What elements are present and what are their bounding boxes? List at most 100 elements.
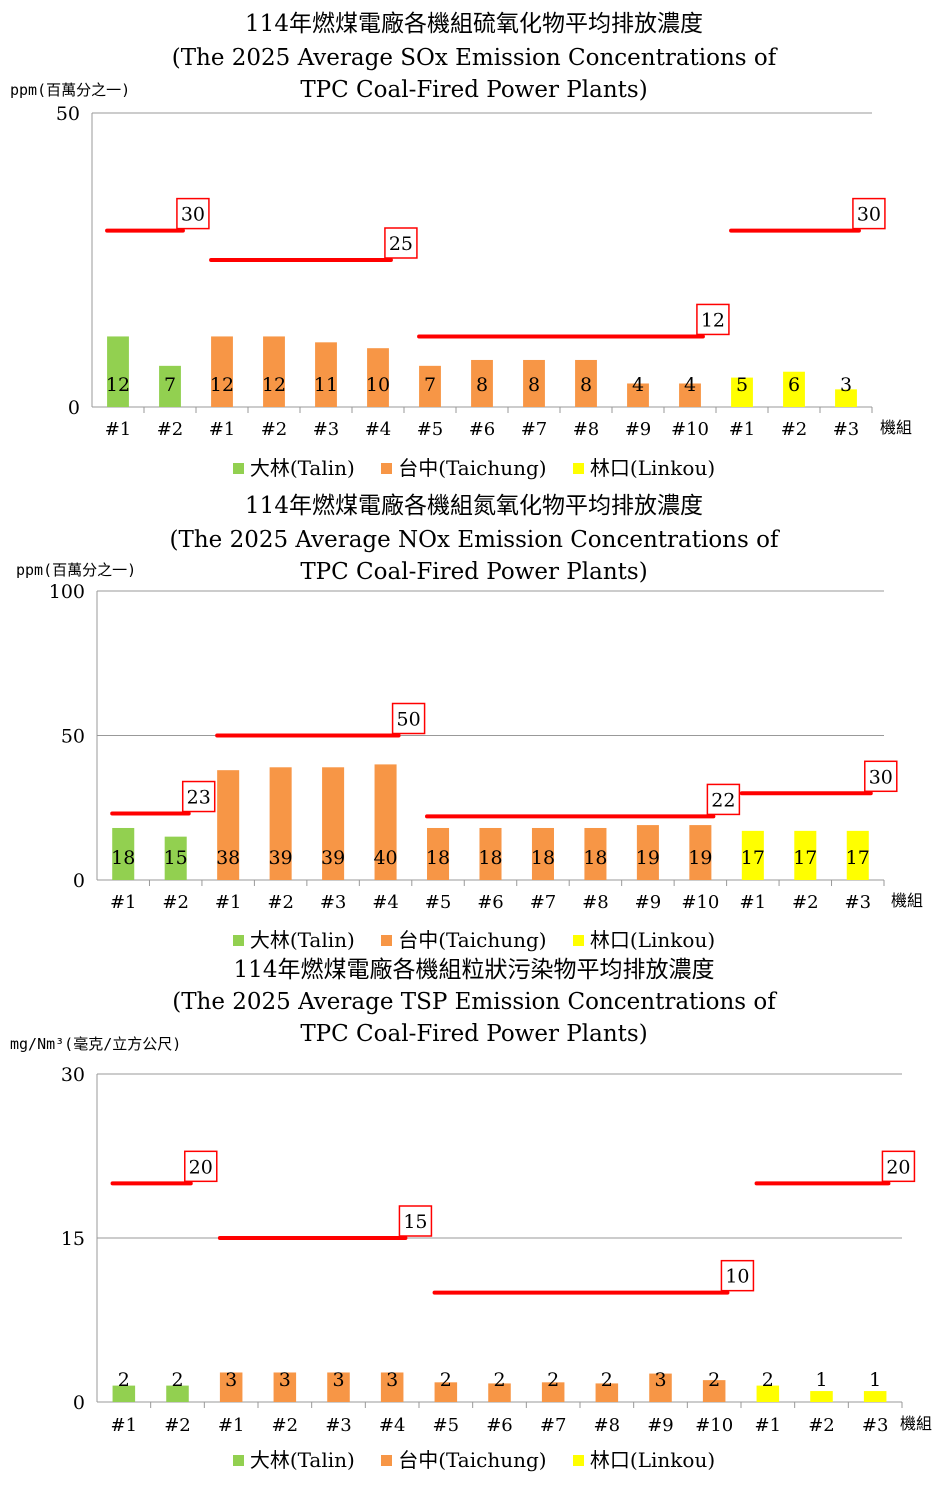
limit-label-box — [720, 1259, 755, 1292]
y-tick-label: 15 — [61, 1228, 85, 1250]
limit-label-box — [391, 702, 426, 735]
bar — [219, 1372, 243, 1402]
bar-value-label: 2 — [171, 1369, 183, 1391]
x-tick-label: #9 — [647, 1415, 674, 1436]
bar-value-label: 39 — [269, 847, 293, 869]
bar-value-label: 3 — [332, 1369, 344, 1391]
bar — [488, 1383, 511, 1402]
x-tick-label: #1 — [110, 892, 137, 913]
bar — [327, 1372, 350, 1402]
y-axis-label: ppm(百萬分之一) — [10, 81, 131, 99]
bar-value-label: 40 — [373, 847, 397, 869]
x-tick-label: #8 — [573, 419, 600, 440]
bar-value-label: 8 — [580, 374, 592, 396]
bar — [164, 836, 187, 880]
bar — [783, 371, 805, 407]
limit-label-box — [184, 1150, 218, 1183]
legend-swatch — [572, 463, 584, 474]
bar-value-label: 3 — [279, 1369, 291, 1391]
bar-value-label: 2 — [493, 1369, 505, 1391]
legend-label: 林口(Linkou) — [589, 1448, 716, 1472]
limit-label-box — [181, 780, 216, 813]
x-tick-label: #1 — [111, 1415, 138, 1436]
tsp-chart: 114年燃煤電廠各機組粒狀污染物平均排放濃度 (The 2025 Average… — [0, 954, 948, 1492]
bar-value-label: 2 — [601, 1369, 613, 1391]
x-tick-label: #2 — [267, 892, 294, 913]
x-tick-label: #10 — [671, 419, 709, 440]
limit-label: 15 — [403, 1211, 427, 1233]
bar-value-label: 2 — [547, 1369, 559, 1391]
legend-item-linkou: 林口(Linkou) — [572, 924, 715, 953]
bar-value-label: 2 — [440, 1369, 452, 1391]
bar — [810, 1391, 833, 1402]
bar-value-label: 39 — [321, 847, 345, 869]
bar — [523, 359, 545, 407]
legend-swatch — [572, 935, 584, 946]
limit-label-box — [176, 197, 210, 230]
limit-label: 20 — [886, 1156, 910, 1178]
y-tick-label: 0 — [73, 1392, 85, 1414]
x-tick-label: #4 — [372, 892, 399, 913]
bar-value-label: 3 — [840, 374, 852, 396]
x-tick-label: #10 — [695, 1415, 733, 1436]
bar-value-label: 4 — [684, 374, 696, 396]
bar — [479, 827, 502, 880]
bar — [419, 365, 441, 407]
y-tick-label: 50 — [56, 103, 80, 125]
legend-swatch — [232, 1455, 244, 1466]
chart-subtitle-line-2: TPC Coal-Fired Power Plants) — [300, 1021, 648, 1047]
x-tick-label: #2 — [781, 419, 808, 440]
bar-value-label: 18 — [111, 847, 135, 869]
legend-label: 大林(Talin) — [249, 456, 355, 480]
x-tick-label: #3 — [320, 892, 347, 913]
legend-swatch — [381, 1455, 393, 1466]
bar — [531, 827, 554, 880]
x-tick-label: #2 — [792, 892, 819, 913]
bar — [627, 383, 649, 407]
bar-value-label: 17 — [741, 847, 765, 869]
bar-value-label: 17 — [846, 847, 870, 869]
bar — [427, 827, 450, 880]
bar-value-label: 18 — [531, 847, 555, 869]
y-tick-label: 30 — [61, 1064, 85, 1086]
legend: 大林(Talin) 台中(Taichung) 林口(Linkou) — [0, 452, 948, 481]
x-tick-label: #5 — [417, 419, 444, 440]
bar — [211, 336, 233, 407]
legend-label: 林口(Linkou) — [589, 456, 716, 480]
bar-value-label: 3 — [225, 1369, 237, 1391]
chart-subtitle-line-1: (The 2025 Average TSP Emission Concentra… — [172, 989, 776, 1015]
bar-value-label: 8 — [476, 374, 488, 396]
bar-value-label: 19 — [688, 847, 712, 869]
bar-value-label: 18 — [583, 847, 607, 869]
limit-label-box — [852, 197, 886, 230]
bar-value-label: 3 — [386, 1369, 398, 1391]
x-tick-label: #1 — [105, 419, 132, 440]
legend-label: 大林(Talin) — [249, 1448, 355, 1472]
bar — [794, 830, 817, 880]
bar-value-label: 3 — [654, 1369, 666, 1391]
x-tick-label: #1 — [209, 419, 236, 440]
limit-label-box — [706, 783, 741, 816]
x-tick-label: #7 — [521, 419, 548, 440]
x-tick-label: #1 — [755, 1415, 782, 1436]
y-axis-label: mg/Nm³(毫克/立方公尺) — [10, 1035, 182, 1053]
bar — [112, 827, 135, 880]
bar-value-label: 10 — [366, 374, 390, 396]
x-tick-label: #7 — [540, 1415, 567, 1436]
x-tick-label: #6 — [477, 892, 504, 913]
bar — [636, 825, 659, 880]
bar-value-label: 4 — [632, 374, 644, 396]
bar — [380, 1372, 404, 1402]
legend-item-taichung: 台中(Taichung) — [381, 452, 547, 481]
x-tick-label: #3 — [862, 1415, 889, 1436]
bar — [166, 1385, 189, 1402]
x-tick-label: #2 — [164, 1415, 191, 1436]
x-tick-label: #9 — [625, 419, 652, 440]
legend-label: 台中(Taichung) — [398, 928, 547, 952]
bar — [679, 383, 701, 407]
legend: 大林(Talin) 台中(Taichung) 林口(Linkou) — [0, 1444, 948, 1473]
x-tick-label: #10 — [681, 892, 719, 913]
legend-item-talin: 大林(Talin) — [232, 1444, 355, 1473]
bar-value-label: 18 — [426, 847, 450, 869]
x-tick-label: #2 — [157, 419, 184, 440]
